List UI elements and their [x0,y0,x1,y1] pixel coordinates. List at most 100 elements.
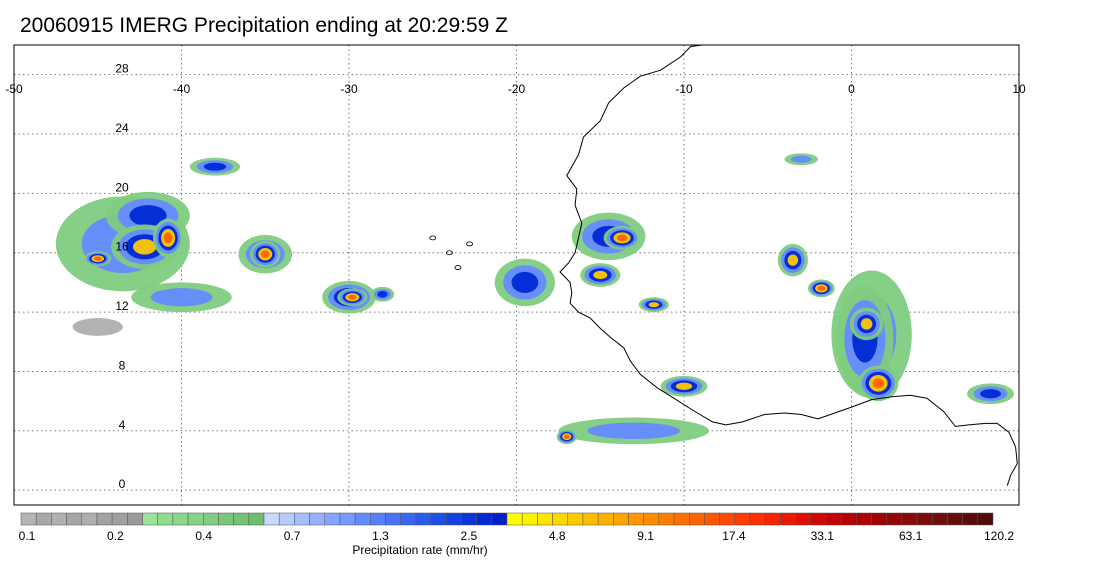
precip-contour [72,318,123,336]
lat-tick-label: 8 [119,358,126,372]
lat-tick-label: 12 [115,299,129,313]
colorbar-swatch [613,512,629,526]
colorbar-label: 17.4 [722,529,746,543]
colorbar-swatch [977,512,994,526]
precip-contour [787,254,799,266]
colorbar-swatch [673,512,690,526]
colorbar-swatch [476,512,493,526]
colorbar-swatch [521,512,538,526]
colorbar-swatch [886,512,903,526]
colorbar-swatch [142,512,158,526]
colorbar-swatch [127,512,143,526]
colorbar-swatch [385,512,401,526]
colorbar-label: 9.1 [637,529,654,543]
precip-contour [648,302,660,308]
colorbar-swatch [218,512,234,526]
colorbar-swatch [506,512,523,526]
precip-cell-nigeria-cell [967,383,1014,405]
lat-tick-label: 20 [115,180,129,194]
axis-tick-labels: -50 -40 -30 -20 -10 0 10 28 24 20 16 12 8 4 0 [5,62,1026,491]
colorbar-swatch [825,512,842,526]
colorbar-swatch [871,512,887,526]
precip-cell-guinea-cell [638,297,669,313]
precip-cell-ghana-core-south [858,365,899,402]
precip-contour [203,162,227,171]
precip-cell-mauritania-core [603,226,641,250]
colorbar-label: 63.1 [899,529,923,543]
colorbar-swatch [810,512,827,526]
precip-cell-senegal-offshore [494,258,556,307]
colorbar-swatch [658,512,675,526]
island-outline [446,250,453,256]
precip-contour [563,434,570,439]
precip-contour [616,234,628,242]
africa-coastline [559,45,1018,486]
precip-contour [980,389,1001,399]
colorbar-swatch [324,512,341,526]
colorbar-label: 33.1 [811,529,835,543]
precip-contour [872,378,885,389]
precip-cell-mali-cell [777,243,808,277]
precip-contour [132,239,157,255]
colorbar-swatch [461,512,477,526]
lat-tick-label: 0 [119,477,126,491]
colorbar-swatch [932,512,948,526]
colorbar: 0.1 0.2 0.4 0.7 1.3 2.5 4.8 9.1 17.4 33.1 63.1 120.… [19,512,1014,543]
colorbar-swatch [764,512,781,526]
colorbar-swatch [552,512,568,526]
lon-tick-label: 10 [1012,82,1026,96]
lat-tick-label: 16 [115,240,129,254]
colorbar-swatch [582,512,599,526]
colorbar-swatch [430,512,447,526]
precip-cell-small-cell [370,286,395,302]
island-outline [429,235,437,241]
precip-cell-burkina-core [807,279,835,298]
colorbar-label: 1.3 [372,529,389,543]
colorbar-swatch [962,512,979,526]
colorbar-swatch [370,512,386,526]
colorbar-swatch [643,512,660,526]
colorbar-swatch [66,512,82,526]
precip-contour [790,155,812,163]
lon-tick-label: -40 [173,82,191,96]
colorbar-swatch [689,512,705,526]
island-outline [454,265,462,270]
colorbar-swatch [263,512,280,526]
precip-cell-senegal-core [580,263,621,287]
colorbar-swatch [294,512,310,526]
colorbar-title: Precipitation rate (mm/hr) [352,543,487,557]
precip-cell-coast-core [556,429,577,445]
colorbar-swatch [704,512,720,526]
lon-tick-label: -30 [340,82,358,96]
precip-contour [377,290,388,298]
colorbar-swatch [111,512,128,526]
precip-cell-south-fragments [131,282,232,313]
precip-contour [150,288,213,307]
colorbar-swatch [81,512,98,526]
colorbar-swatch [96,512,113,526]
colorbar-swatch [734,512,751,526]
precip-cell-ghana-core-north [849,307,884,341]
lat-tick-label: 28 [115,62,129,76]
colorbar-swatch [400,512,417,526]
colorbar-swatch [20,512,37,526]
lat-tick-label: 24 [115,121,129,135]
colorbar-swatch [597,512,614,526]
colorbar-swatch [233,512,250,526]
precip-contour [129,205,167,227]
colorbar-swatch [354,512,371,526]
colorbar-swatch [749,512,766,526]
colorbar-swatch [203,512,219,526]
colorbar-swatch [172,512,189,526]
colorbar-swatch [947,512,963,526]
precip-contour [860,318,873,330]
precip-contour [675,382,693,390]
colorbar-swatch [278,512,295,526]
colorbar-swatch [309,512,325,526]
colorbar-label: 0.2 [107,529,124,543]
precip-cell-east-cell-core [250,240,281,268]
colorbar-swatch [780,512,796,526]
colorbar-swatch [187,512,204,526]
colorbar-swatch [719,512,736,526]
